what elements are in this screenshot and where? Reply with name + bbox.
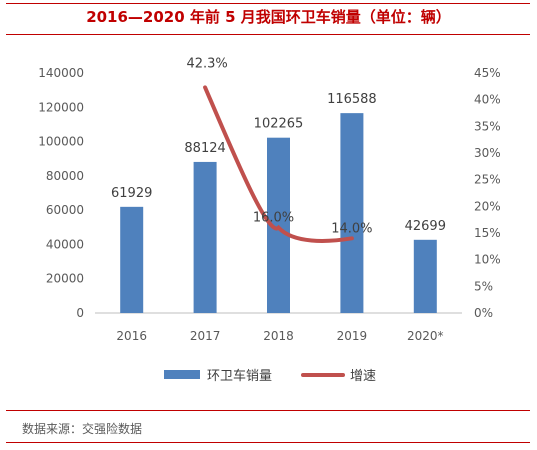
y2-tick-label: 5% xyxy=(474,279,493,293)
bar xyxy=(120,206,144,313)
y2-tick-label: 35% xyxy=(474,119,501,133)
growth-value-label: 16.0% xyxy=(253,211,294,226)
y-tick-label: 140000 xyxy=(38,66,84,80)
footer-rule-bottom xyxy=(6,442,530,443)
legend-label-line: 增速 xyxy=(350,369,376,384)
bar xyxy=(193,161,217,313)
bar-value-label: 61929 xyxy=(111,186,152,201)
x-tick-label: 2019 xyxy=(337,329,368,343)
y2-tick-label: 15% xyxy=(474,226,501,240)
y-tick-label: 100000 xyxy=(38,135,84,149)
y2-tick-label: 30% xyxy=(474,146,501,160)
y-tick-label: 20000 xyxy=(46,272,84,286)
legend-swatch-bar xyxy=(164,370,200,379)
title-rule xyxy=(6,34,530,35)
bar xyxy=(340,113,364,313)
growth-value-label: 14.0% xyxy=(331,221,372,236)
x-tick-label: 2020* xyxy=(407,329,444,343)
growth-line xyxy=(203,85,354,243)
growth-value-label: 42.3% xyxy=(186,56,227,71)
bar-value-label: 116588 xyxy=(327,92,377,107)
y2-tick-label: 20% xyxy=(474,199,501,213)
bar xyxy=(413,239,437,313)
y2-tick-label: 45% xyxy=(474,66,501,80)
chart-title: 2016—2020 年前 5 月我国环卫车销量（单位：辆） xyxy=(86,8,451,26)
top-rule xyxy=(6,3,530,4)
y2-tick-label: 0% xyxy=(474,306,493,320)
y-tick-label: 60000 xyxy=(46,203,84,217)
footer-rule-top xyxy=(6,410,530,411)
y2-tick-label: 10% xyxy=(474,253,501,267)
legend-label-bar: 环卫车销量 xyxy=(207,368,272,384)
bar-value-label: 102265 xyxy=(254,117,304,132)
source-note: 数据来源：交强险数据 xyxy=(22,422,143,436)
y-tick-label: 40000 xyxy=(46,237,84,251)
y-tick-label: 80000 xyxy=(46,169,84,183)
x-tick-label: 2017 xyxy=(190,329,221,343)
y2-tick-label: 40% xyxy=(474,93,501,107)
bar-value-label: 42699 xyxy=(405,219,446,234)
y-tick-label: 0 xyxy=(76,306,84,320)
y-tick-label: 120000 xyxy=(38,100,84,114)
bar-value-label: 88124 xyxy=(184,141,225,156)
x-tick-label: 2016 xyxy=(116,329,147,343)
y2-tick-label: 25% xyxy=(474,173,501,187)
x-tick-label: 2018 xyxy=(263,329,294,343)
